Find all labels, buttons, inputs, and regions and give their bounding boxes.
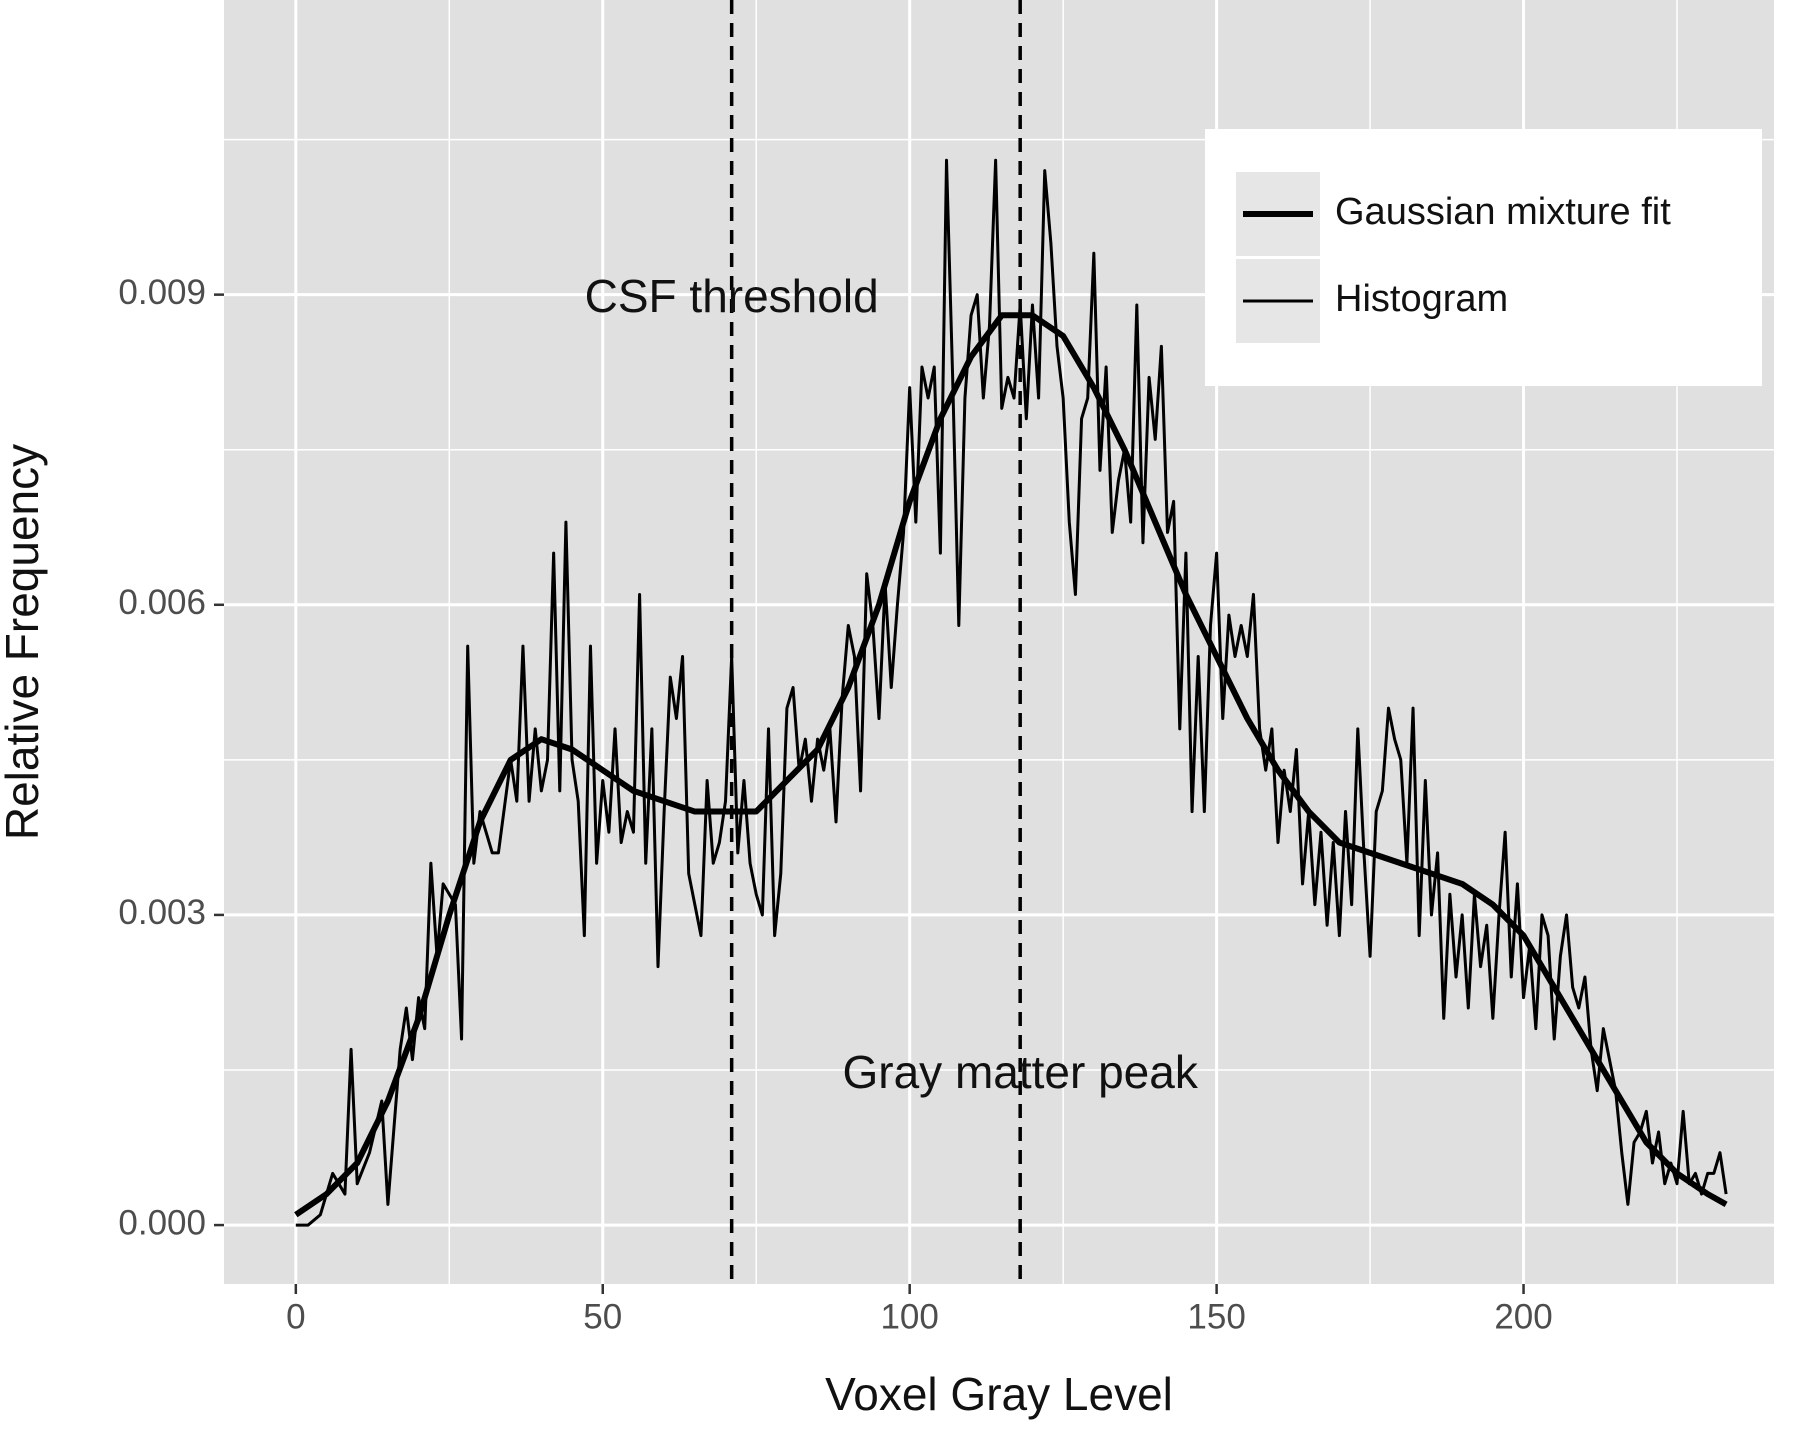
data-line xyxy=(295,158,1728,1227)
x-tick-label: 150 xyxy=(1187,1297,1245,1336)
data-line xyxy=(294,312,1728,1218)
x-axis-title: Voxel Gray Level xyxy=(825,1368,1173,1420)
x-tick-label: 100 xyxy=(880,1297,938,1336)
legend-box xyxy=(1205,129,1762,386)
legend: Gaussian mixture fit Histogram xyxy=(1205,129,1762,386)
legend-label: Gaussian mixture fit xyxy=(1335,191,1671,233)
legend-label: Histogram xyxy=(1335,278,1508,320)
x-tick-label: 200 xyxy=(1494,1297,1552,1336)
y-tick-label: 0.000 xyxy=(118,1203,206,1242)
annotation: Gray matter peak xyxy=(842,1046,1198,1098)
y-tick-label: 0.003 xyxy=(118,893,206,932)
y-tick-label: 0.006 xyxy=(118,583,206,622)
y-axis-title: Relative Frequency xyxy=(0,444,48,840)
x-tick-label: 50 xyxy=(583,1297,622,1336)
y-tick-label: 0.009 xyxy=(118,273,206,312)
x-tick-label: 0 xyxy=(286,1297,305,1336)
annotation: CSF threshold xyxy=(585,270,879,322)
